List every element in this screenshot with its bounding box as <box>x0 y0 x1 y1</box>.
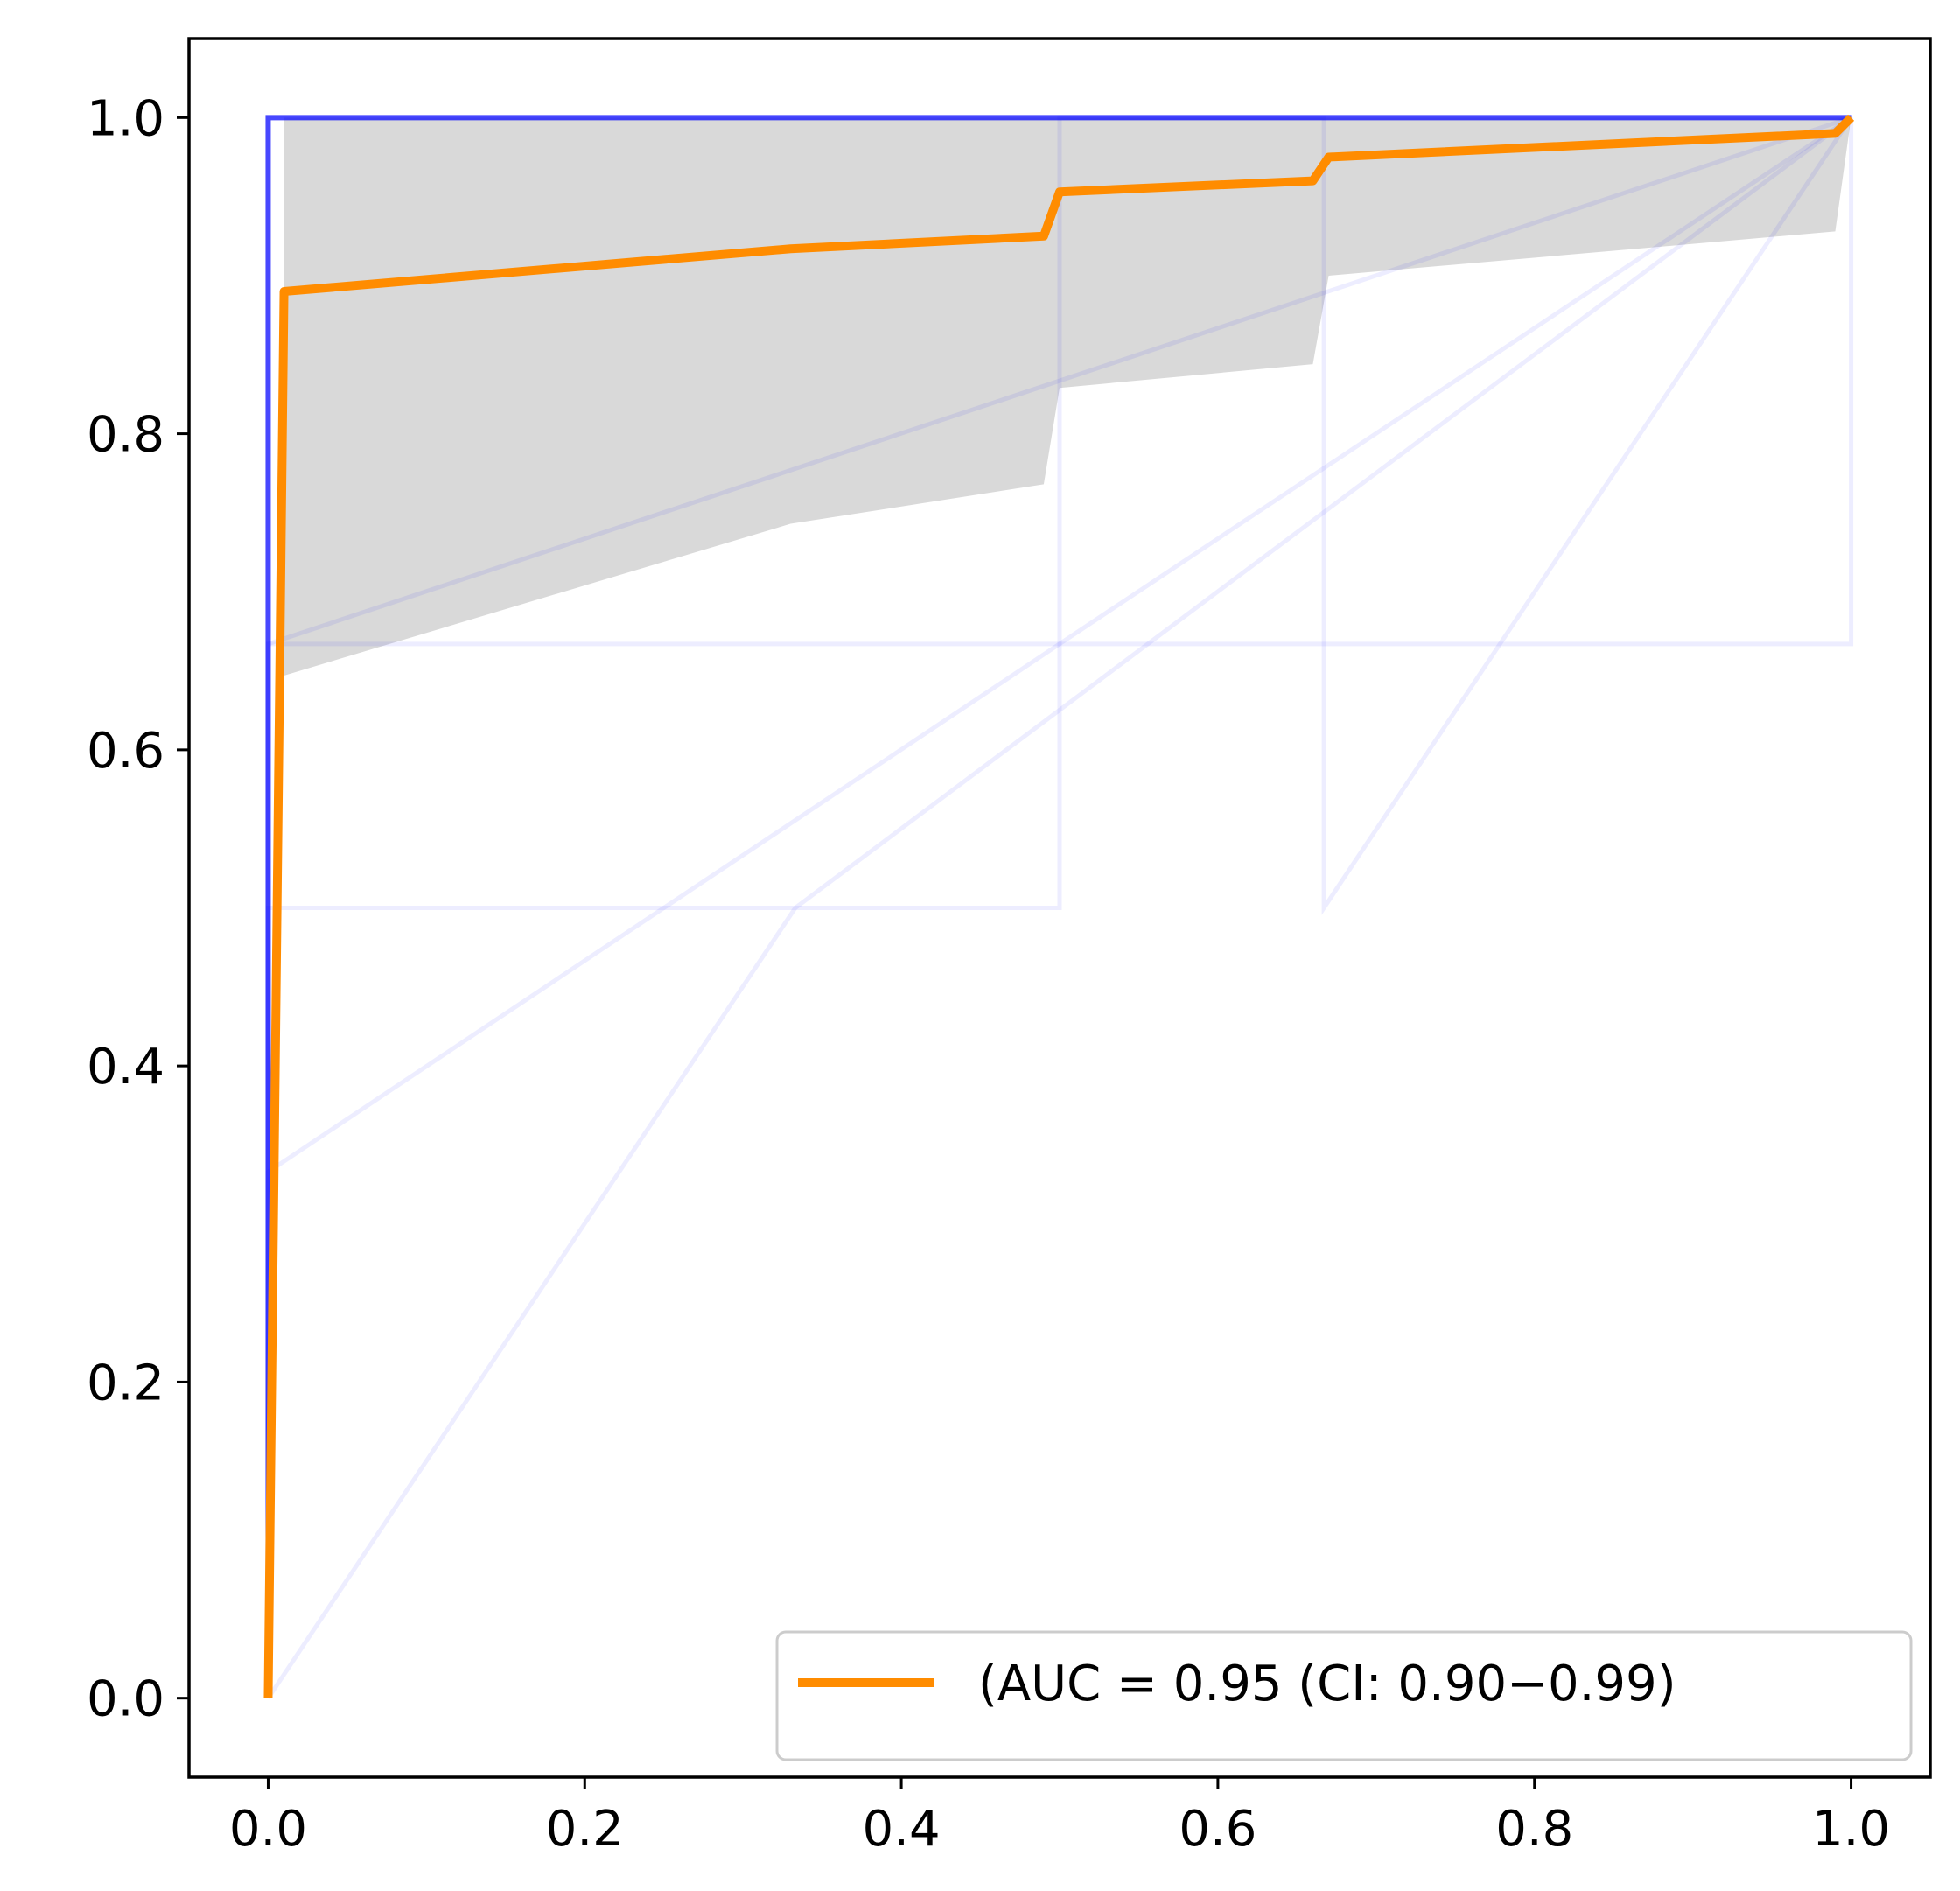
plot-area <box>263 114 1855 1700</box>
x-tick-label: 0.8 <box>1495 1801 1573 1858</box>
y-tick-label: 0.0 <box>87 1671 164 1728</box>
bootstrap-roc-line-1 <box>265 115 1852 1698</box>
legend-box <box>775 1630 1913 1761</box>
bootstrap-roc-line-3 <box>265 117 1854 1698</box>
bootstrap-roc-line-5 <box>266 116 1853 1700</box>
y-tick-label: 0.6 <box>87 723 164 780</box>
mean-roc-line <box>263 114 1855 1698</box>
y-tick-label: 0.8 <box>87 407 164 464</box>
axes-frame <box>187 37 1932 1779</box>
y-tick-label: 0.2 <box>87 1355 164 1411</box>
axis-ticks: 0.0 0.2 0.4 0.6 0.8 1.0 0.0 0.2 0.4 0.6 0.8 1.0 <box>87 90 1890 1858</box>
bootstrap-roc-line-2 <box>265 115 1853 1698</box>
legend: (AUC = 0.95 (CI: 0.90−0.99) <box>775 1630 1913 1761</box>
x-tick-label: 0.4 <box>863 1801 941 1858</box>
legend-label-mean-roc: (AUC = 0.95 (CI: 0.90−0.99) <box>978 1656 1676 1712</box>
x-tick-label: 0.6 <box>1179 1801 1256 1858</box>
x-tick-label: 0.0 <box>229 1801 307 1858</box>
y-tick-label: 1.0 <box>87 90 164 147</box>
x-tick-label: 1.0 <box>1812 1801 1890 1858</box>
y-tick-label: 0.4 <box>87 1039 164 1096</box>
x-tick-label: 0.2 <box>546 1801 624 1858</box>
